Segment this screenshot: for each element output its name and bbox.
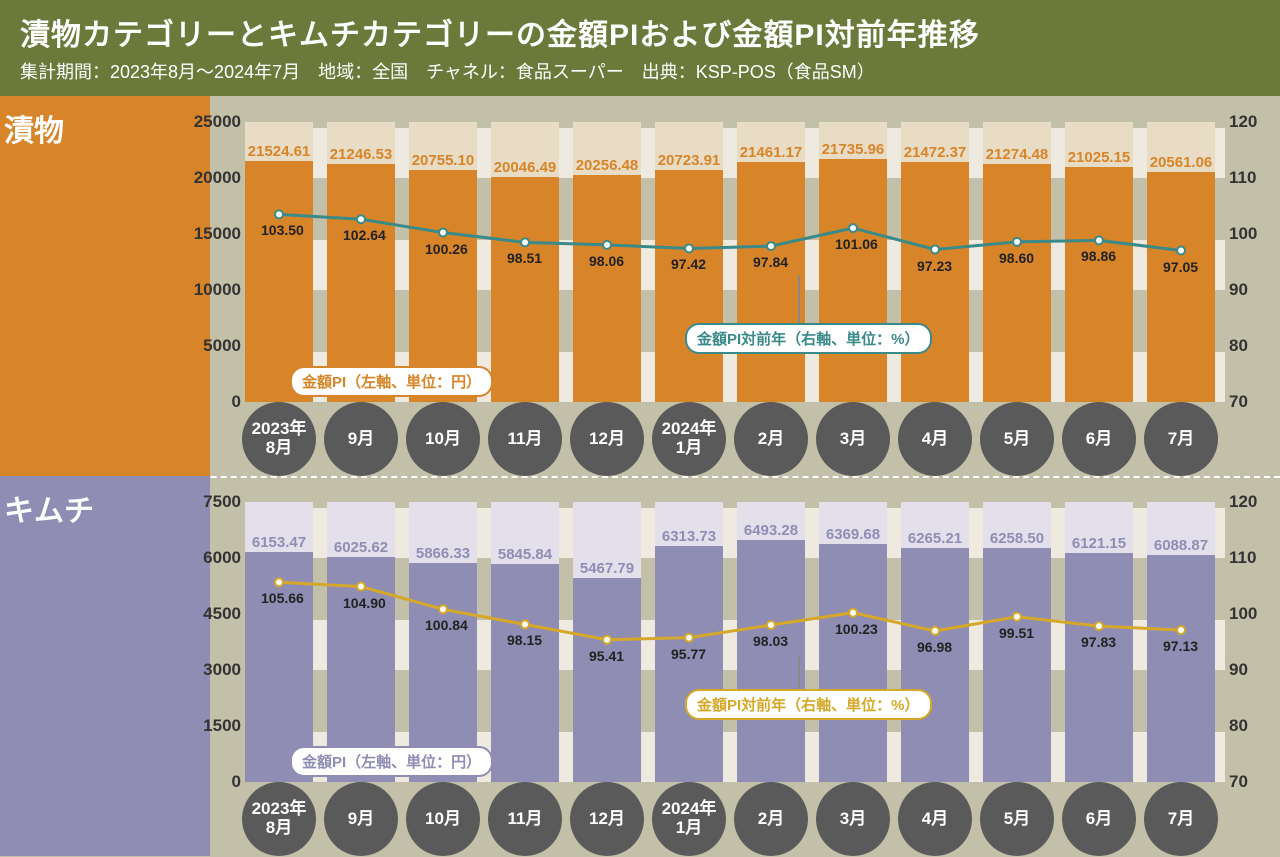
month-circle: 10月 <box>406 402 480 476</box>
line-value: 97.23 <box>917 258 952 274</box>
month-circle: 2024年1月 <box>652 782 726 856</box>
month-circle: 2月 <box>734 402 808 476</box>
month-circle: 2023年8月 <box>242 782 316 856</box>
tsukemono-label-bg <box>0 96 210 476</box>
y2-tick: 90 <box>1229 660 1248 680</box>
line-value: 104.90 <box>343 595 386 611</box>
line-value: 103.50 <box>261 222 304 238</box>
y1-tick: 25000 <box>194 112 241 132</box>
month-circle: 4月 <box>898 402 972 476</box>
kimchi-line-callout: 金額PI対前年（右軸、単位：%） <box>685 689 932 720</box>
line-value: 97.83 <box>1081 634 1116 650</box>
line-value: 98.60 <box>999 250 1034 266</box>
header: 漬物カテゴリーとキムチカテゴリーの金額PIおよび金額PI対前年推移 集計期間：2… <box>0 0 1280 96</box>
month-circle: 7月 <box>1144 782 1218 856</box>
month-circle: 4月 <box>898 782 972 856</box>
month-circle: 6月 <box>1062 782 1136 856</box>
y1-tick: 1500 <box>203 716 241 736</box>
tsukemono-bar-callout: 金額PI（左軸、単位：円） <box>290 366 493 397</box>
kimchi-chart: 6153.476025.625866.335845.845467.796313.… <box>215 482 1255 782</box>
month-circle: 3月 <box>816 782 890 856</box>
month-circle: 2023年8月 <box>242 402 316 476</box>
month-circle: 10月 <box>406 782 480 856</box>
y2-tick: 70 <box>1229 772 1248 792</box>
month-circle: 9月 <box>324 782 398 856</box>
line-value: 96.98 <box>917 639 952 655</box>
y2-tick: 100 <box>1229 224 1257 244</box>
month-circle: 12月 <box>570 402 644 476</box>
y1-tick: 4500 <box>203 604 241 624</box>
month-circle: 2月 <box>734 782 808 856</box>
line-value: 95.41 <box>589 648 624 664</box>
y1-tick: 0 <box>232 772 241 792</box>
y2-tick: 90 <box>1229 280 1248 300</box>
month-circle: 3月 <box>816 402 890 476</box>
line-value: 100.23 <box>835 621 878 637</box>
line-value: 97.84 <box>753 254 788 270</box>
y2-tick: 120 <box>1229 112 1257 132</box>
y1-tick: 6000 <box>203 548 241 568</box>
y2-tick: 110 <box>1229 548 1256 568</box>
month-circle: 2024年1月 <box>652 402 726 476</box>
line-value: 100.26 <box>425 241 468 257</box>
month-circle: 7月 <box>1144 402 1218 476</box>
line-value: 97.13 <box>1163 638 1198 654</box>
month-circle: 11月 <box>488 782 562 856</box>
kimchi-bar-callout: 金額PI（左軸、単位：円） <box>290 746 493 777</box>
line-value: 98.51 <box>507 250 542 266</box>
page-subtitle: 集計期間：2023年8月～2024年7月 地域：全国 チャネル：食品スーパー 出… <box>20 58 1260 84</box>
kimchi-label-bg <box>0 476 210 856</box>
line-value: 98.15 <box>507 632 542 648</box>
line-value: 97.05 <box>1163 259 1198 275</box>
line-value: 101.06 <box>835 236 878 252</box>
y2-tick: 110 <box>1229 168 1256 188</box>
line-value: 98.03 <box>753 633 788 649</box>
y1-tick: 10000 <box>194 280 241 300</box>
tsukemono-xaxis: 2023年8月9月10月11月12月2024年1月2月3月4月5月6月7月 <box>245 402 1225 477</box>
month-circle: 6月 <box>1062 402 1136 476</box>
y1-tick: 0 <box>232 392 241 412</box>
month-circle: 12月 <box>570 782 644 856</box>
y1-tick: 7500 <box>203 492 241 512</box>
line-value: 97.42 <box>671 256 706 272</box>
line-value: 100.84 <box>425 617 468 633</box>
tsukemono-chart: 21524.6121246.5320755.1020046.4920256.48… <box>215 102 1255 402</box>
tsukemono-label: 漬物 <box>4 106 64 150</box>
month-circle: 5月 <box>980 402 1054 476</box>
y2-tick: 80 <box>1229 336 1248 356</box>
y1-tick: 15000 <box>194 224 241 244</box>
y2-tick: 120 <box>1229 492 1257 512</box>
line-value: 98.86 <box>1081 248 1116 264</box>
y2-tick: 80 <box>1229 716 1248 736</box>
page-title: 漬物カテゴリーとキムチカテゴリーの金額PIおよび金額PI対前年推移 <box>20 10 1260 54</box>
y1-tick: 5000 <box>203 336 241 356</box>
line-value: 99.51 <box>999 625 1034 641</box>
y1-tick: 3000 <box>203 660 241 680</box>
kimchi-label: キムチ <box>4 486 94 530</box>
line-value: 102.64 <box>343 227 386 243</box>
month-circle: 9月 <box>324 402 398 476</box>
y1-tick: 20000 <box>194 168 241 188</box>
y2-tick: 100 <box>1229 604 1257 624</box>
kimchi-xaxis: 2023年8月9月10月11月12月2024年1月2月3月4月5月6月7月 <box>245 782 1225 857</box>
line-value: 105.66 <box>261 590 304 606</box>
tsukemono-line-callout: 金額PI対前年（右軸、単位：%） <box>685 323 932 354</box>
y2-tick: 70 <box>1229 392 1248 412</box>
line-value: 95.77 <box>671 646 706 662</box>
line-value: 98.06 <box>589 253 624 269</box>
month-circle: 11月 <box>488 402 562 476</box>
month-circle: 5月 <box>980 782 1054 856</box>
